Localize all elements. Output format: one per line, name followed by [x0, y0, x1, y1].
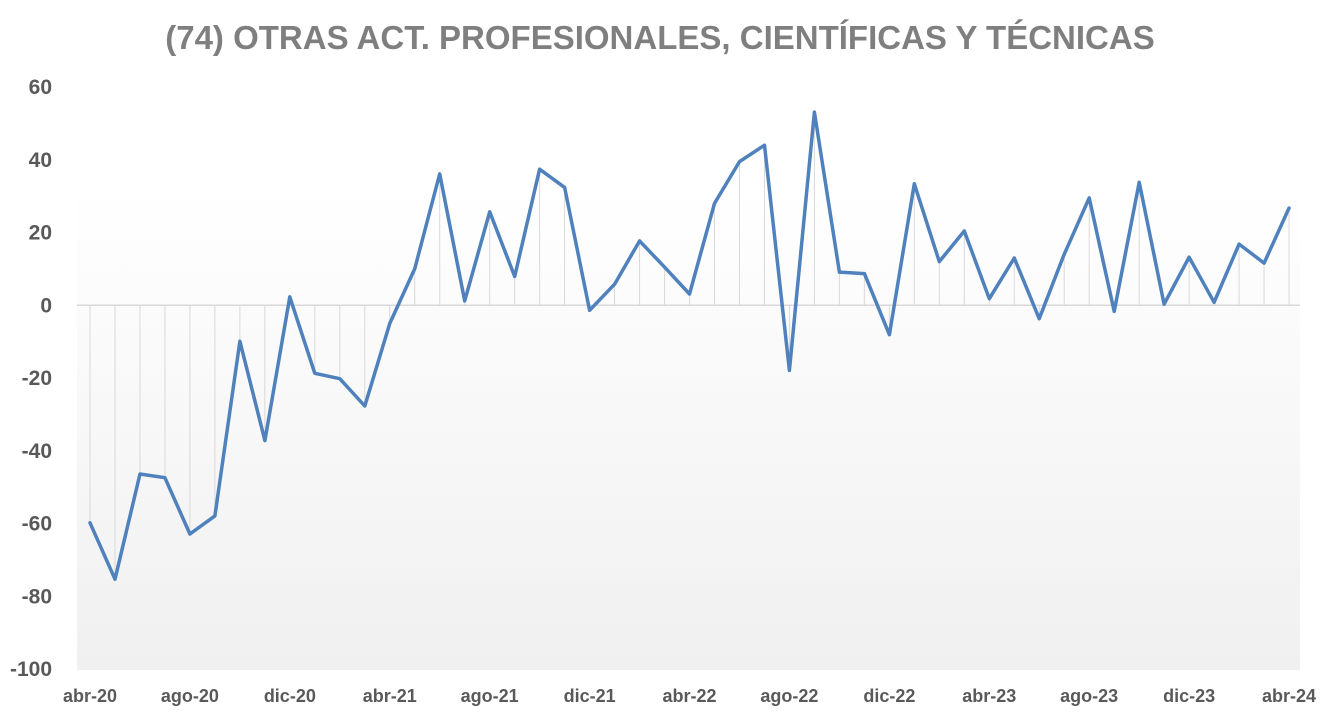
data-point: [1087, 196, 1091, 200]
data-point: [413, 267, 417, 271]
data-point: [313, 371, 317, 375]
data-point: [1062, 252, 1066, 256]
data-point: [88, 521, 92, 525]
data-point: [238, 339, 242, 343]
data-point: [388, 321, 392, 325]
data-point: [563, 185, 567, 189]
x-tick-label: ago-22: [760, 686, 818, 706]
x-tick-label: abr-22: [663, 686, 717, 706]
data-point: [1012, 256, 1016, 260]
data-point: [1037, 317, 1041, 321]
y-tick-label: 0: [40, 294, 52, 317]
data-point: [762, 143, 766, 147]
data-point: [962, 229, 966, 233]
x-tick-label: abr-24: [1262, 686, 1316, 706]
x-tick-label: dic-23: [1163, 686, 1215, 706]
data-point: [613, 282, 617, 286]
x-tick-label: abr-21: [363, 686, 417, 706]
data-point: [638, 239, 642, 243]
y-tick-label: -100: [10, 658, 52, 681]
data-point: [188, 532, 192, 536]
data-point: [513, 275, 517, 279]
data-point: [588, 308, 592, 312]
data-point: [463, 299, 467, 303]
data-point: [887, 333, 891, 337]
data-point: [1212, 300, 1216, 304]
x-tick-label: ago-20: [161, 686, 219, 706]
y-axis-ticks: 60 40 20 0 -20 -40 -60 -80 -100: [10, 76, 52, 681]
x-tick-label: dic-22: [863, 686, 915, 706]
x-axis-ticks: abr-20 ago-20 dic-20 abr-21 ago-21 dic-21 abr-…: [63, 686, 1316, 706]
y-tick-label: -20: [22, 367, 52, 390]
data-point: [1137, 180, 1141, 184]
data-point: [138, 472, 142, 476]
data-point: [1187, 255, 1191, 259]
x-tick-label: dic-21: [564, 686, 616, 706]
data-point: [688, 292, 692, 296]
data-point: [812, 110, 816, 114]
data-point: [713, 201, 716, 205]
y-tick-label: -40: [22, 440, 52, 463]
data-point: [787, 368, 791, 372]
chart-title: (74) OTRAS ACT. PROFESIONALES, CIENTÍFIC…: [165, 19, 1155, 56]
y-tick-label: 20: [29, 222, 52, 245]
y-tick-label: 60: [29, 76, 52, 99]
x-tick-label: abr-20: [63, 686, 117, 706]
y-tick-label: 40: [29, 149, 52, 172]
data-point: [288, 295, 292, 299]
data-point: [163, 476, 167, 480]
data-point: [837, 270, 841, 274]
x-tick-label: ago-21: [461, 686, 519, 706]
data-point: [438, 172, 442, 176]
y-tick-label: -60: [22, 513, 52, 536]
data-point: [1287, 206, 1291, 210]
data-point: [113, 577, 117, 581]
data-point: [1237, 242, 1241, 246]
y-tick-label: -80: [22, 585, 52, 608]
droplines-group: [89, 112, 1290, 580]
data-point: [862, 272, 866, 276]
data-point: [338, 377, 342, 381]
data-point: [912, 182, 916, 186]
data-point: [663, 265, 667, 269]
x-tick-label: abr-23: [962, 686, 1016, 706]
data-point: [538, 167, 542, 171]
plot-area-background: [77, 188, 1300, 670]
data-point: [363, 404, 367, 408]
data-point: [937, 260, 941, 264]
data-point: [263, 439, 267, 443]
x-tick-label: dic-20: [264, 686, 316, 706]
series-group: [88, 110, 1291, 581]
data-point: [737, 160, 741, 164]
data-point: [1162, 302, 1166, 306]
data-point: [488, 210, 492, 214]
data-point: [987, 297, 991, 301]
data-point: [213, 514, 217, 518]
data-point: [1112, 309, 1116, 313]
x-tick-label: ago-23: [1060, 686, 1118, 706]
data-point: [1262, 261, 1266, 265]
